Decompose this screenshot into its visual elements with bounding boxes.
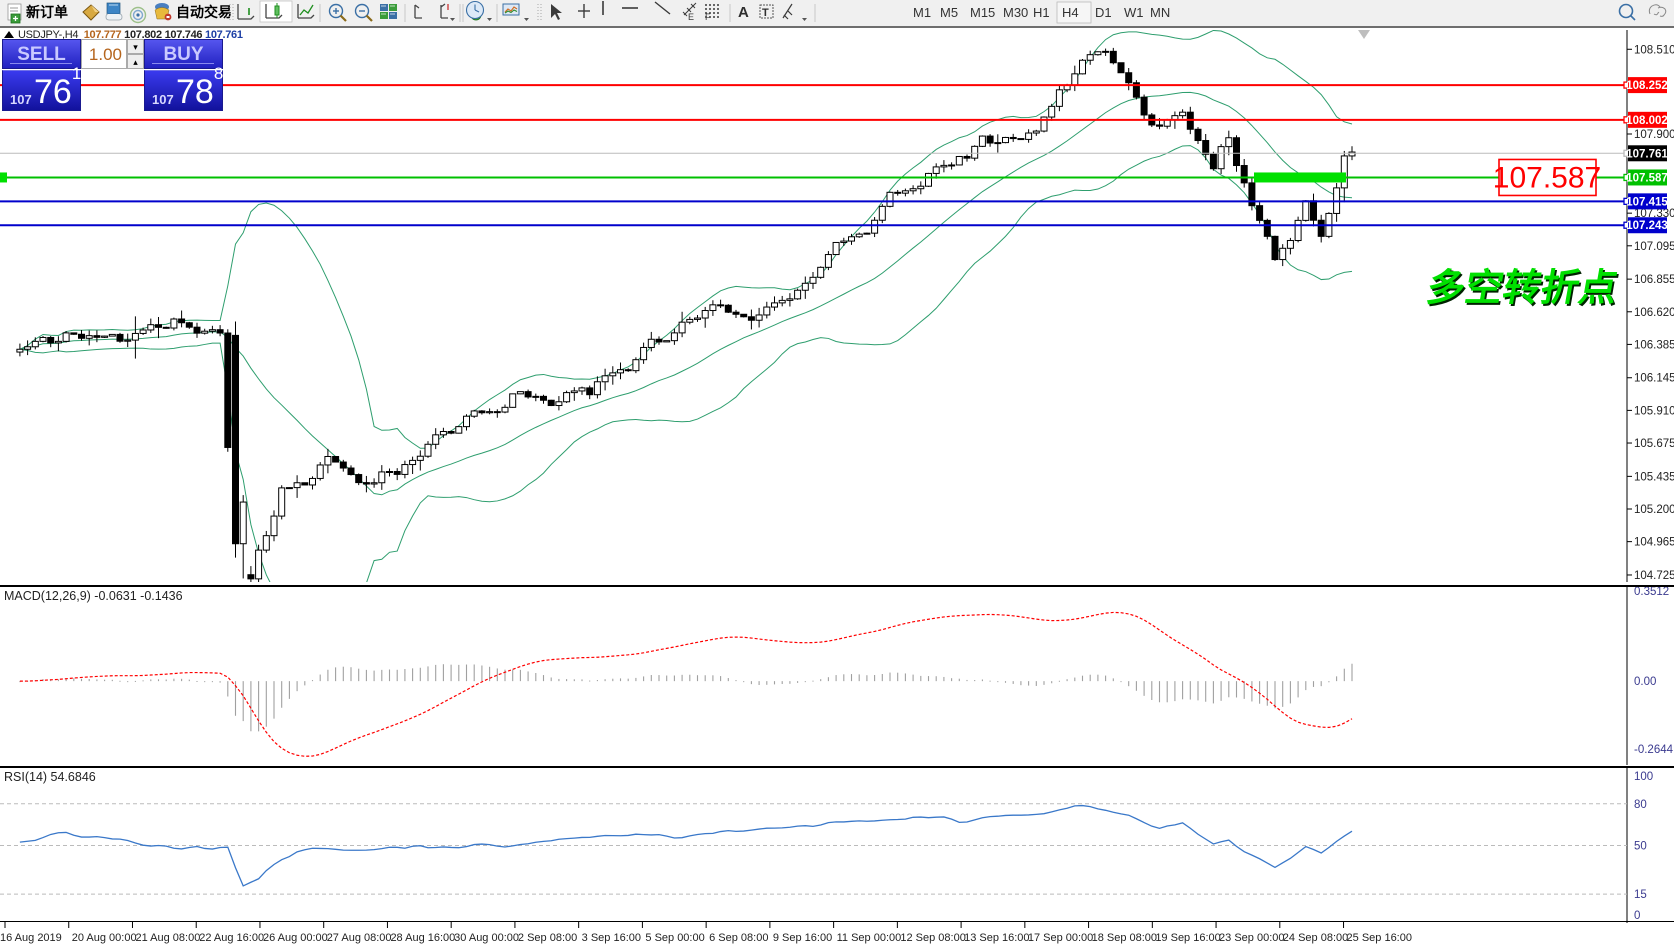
svg-text:0.00: 0.00: [1634, 676, 1656, 688]
svg-text:6 Sep 08:00: 6 Sep 08:00: [709, 932, 768, 944]
svg-text:50: 50: [1634, 841, 1647, 853]
svg-text:9 Sep 16:00: 9 Sep 16:00: [773, 932, 832, 944]
svg-text:26 Aug 00:00: 26 Aug 00:00: [263, 932, 328, 944]
svg-text:107.900: 107.900: [1634, 129, 1674, 141]
svg-text:W1: W1: [1124, 5, 1144, 20]
svg-text:106.385: 106.385: [1634, 339, 1674, 351]
svg-text:3 Sep 16:00: 3 Sep 16:00: [582, 932, 641, 944]
svg-text:M5: M5: [940, 5, 958, 20]
svg-text:107.243: 107.243: [1626, 220, 1668, 232]
svg-text:106.145: 106.145: [1634, 373, 1674, 385]
svg-text:11 Sep 00:00: 11 Sep 00:00: [837, 932, 902, 944]
svg-text:2 Sep 08:00: 2 Sep 08:00: [518, 932, 577, 944]
svg-text:23 Sep 00:00: 23 Sep 00:00: [1219, 932, 1284, 944]
svg-text:5 Sep 00:00: 5 Sep 00:00: [645, 932, 704, 944]
svg-text:107.587: 107.587: [1626, 172, 1668, 184]
svg-text:12 Sep 08:00: 12 Sep 08:00: [900, 932, 965, 944]
svg-text:24 Sep 08:00: 24 Sep 08:00: [1283, 932, 1348, 944]
svg-text:107.095: 107.095: [1634, 241, 1674, 253]
svg-text:A: A: [738, 4, 749, 21]
svg-text:D1: D1: [1095, 5, 1112, 20]
svg-text:22 Aug 16:00: 22 Aug 16:00: [199, 932, 264, 944]
svg-text:104.725: 104.725: [1634, 570, 1674, 582]
svg-text:25 Sep 16:00: 25 Sep 16:00: [1347, 932, 1412, 944]
svg-text:17 Sep 00:00: 17 Sep 00:00: [1028, 932, 1093, 944]
svg-text:104.965: 104.965: [1634, 537, 1674, 549]
svg-text:E: E: [688, 12, 694, 22]
svg-text:107.415: 107.415: [1626, 196, 1668, 208]
svg-text:MN: MN: [1150, 5, 1170, 20]
svg-text:21 Aug 08:00: 21 Aug 08:00: [135, 932, 200, 944]
svg-text:28 Aug 16:00: 28 Aug 16:00: [390, 932, 455, 944]
svg-text:108.252: 108.252: [1626, 80, 1668, 92]
svg-text:0.3512: 0.3512: [1634, 587, 1669, 598]
svg-text:27 Aug 08:00: 27 Aug 08:00: [327, 932, 392, 944]
svg-text:107.587: 107.587: [1493, 161, 1601, 194]
svg-text:F: F: [705, 12, 711, 22]
svg-text:H4: H4: [1062, 5, 1079, 20]
svg-text:自动交易: 自动交易: [176, 4, 232, 20]
svg-text:16 Aug 2019: 16 Aug 2019: [0, 932, 62, 944]
svg-text:新订单: 新订单: [26, 4, 68, 20]
svg-text:20 Aug 00:00: 20 Aug 00:00: [72, 932, 137, 944]
svg-text:M1: M1: [913, 5, 931, 20]
svg-text:19 Sep 16:00: 19 Sep 16:00: [1155, 932, 1220, 944]
svg-text:105.675: 105.675: [1634, 438, 1674, 450]
svg-text:多空转折点: 多空转折点: [1423, 267, 1620, 310]
svg-text:106.620: 106.620: [1634, 307, 1674, 319]
svg-text:107.761: 107.761: [1626, 148, 1668, 160]
svg-text:13 Sep 16:00: 13 Sep 16:00: [964, 932, 1029, 944]
svg-text:-0.2644: -0.2644: [1634, 744, 1674, 756]
svg-text:105.435: 105.435: [1634, 471, 1674, 483]
svg-text:30 Aug 00:00: 30 Aug 00:00: [454, 932, 519, 944]
svg-text:18 Sep 08:00: 18 Sep 08:00: [1092, 932, 1157, 944]
svg-text:80: 80: [1634, 799, 1647, 811]
svg-text:100: 100: [1634, 771, 1653, 783]
svg-text:105.200: 105.200: [1634, 504, 1674, 516]
svg-text:106.855: 106.855: [1634, 274, 1674, 286]
svg-text:T: T: [762, 7, 769, 19]
svg-text:H1: H1: [1033, 5, 1050, 20]
svg-text:108.510: 108.510: [1634, 44, 1674, 56]
svg-text:108.002: 108.002: [1626, 115, 1668, 127]
svg-text:105.910: 105.910: [1634, 405, 1674, 417]
svg-text:15: 15: [1634, 889, 1647, 901]
svg-text:M30: M30: [1003, 5, 1028, 20]
svg-text:M15: M15: [970, 5, 995, 20]
